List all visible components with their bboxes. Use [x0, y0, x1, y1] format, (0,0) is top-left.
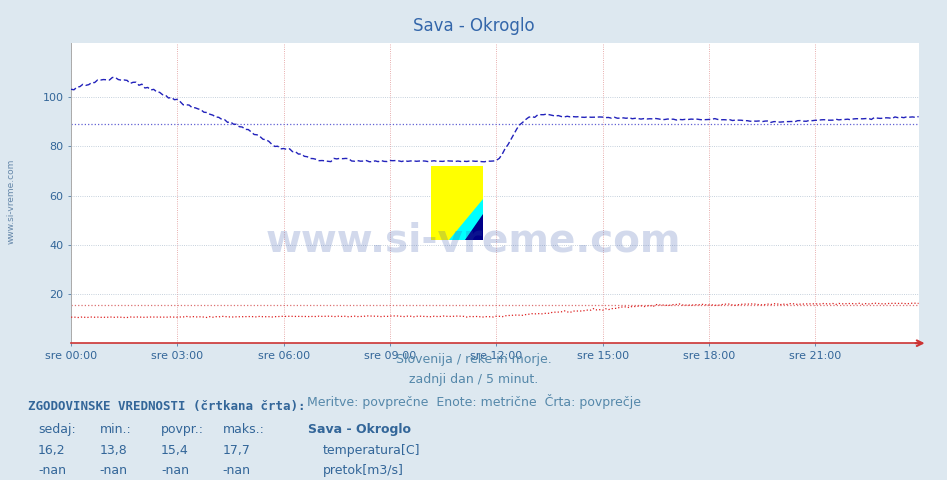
Text: temperatura[C]: temperatura[C] [323, 444, 420, 456]
Polygon shape [431, 166, 483, 240]
Text: -nan: -nan [223, 464, 251, 477]
Text: -nan: -nan [161, 464, 189, 477]
Text: -nan: -nan [99, 464, 128, 477]
Text: Slovenija / reke in morje.: Slovenija / reke in morje. [396, 353, 551, 366]
Text: 16,2: 16,2 [38, 444, 65, 456]
Text: min.:: min.: [99, 423, 132, 436]
Text: 15,4: 15,4 [161, 444, 188, 456]
Polygon shape [449, 199, 483, 240]
Text: www.si-vreme.com: www.si-vreme.com [266, 221, 681, 259]
Text: Sava - Okroglo: Sava - Okroglo [413, 17, 534, 35]
Text: povpr.:: povpr.: [161, 423, 204, 436]
Text: www.si-vreme.com: www.si-vreme.com [7, 159, 16, 244]
Text: zadnji dan / 5 minut.: zadnji dan / 5 minut. [409, 373, 538, 386]
Text: -nan: -nan [38, 464, 66, 477]
Polygon shape [465, 214, 483, 240]
Text: Sava - Okroglo: Sava - Okroglo [308, 423, 411, 436]
Text: 13,8: 13,8 [99, 444, 127, 456]
Text: maks.:: maks.: [223, 423, 264, 436]
Text: ZGODOVINSKE VREDNOSTI (črtkana črta):: ZGODOVINSKE VREDNOSTI (črtkana črta): [28, 400, 306, 413]
Text: pretok[m3/s]: pretok[m3/s] [323, 464, 403, 477]
Text: 17,7: 17,7 [223, 444, 250, 456]
Text: Meritve: povprečne  Enote: metrične  Črta: povprečje: Meritve: povprečne Enote: metrične Črta:… [307, 394, 640, 409]
Text: sedaj:: sedaj: [38, 423, 76, 436]
